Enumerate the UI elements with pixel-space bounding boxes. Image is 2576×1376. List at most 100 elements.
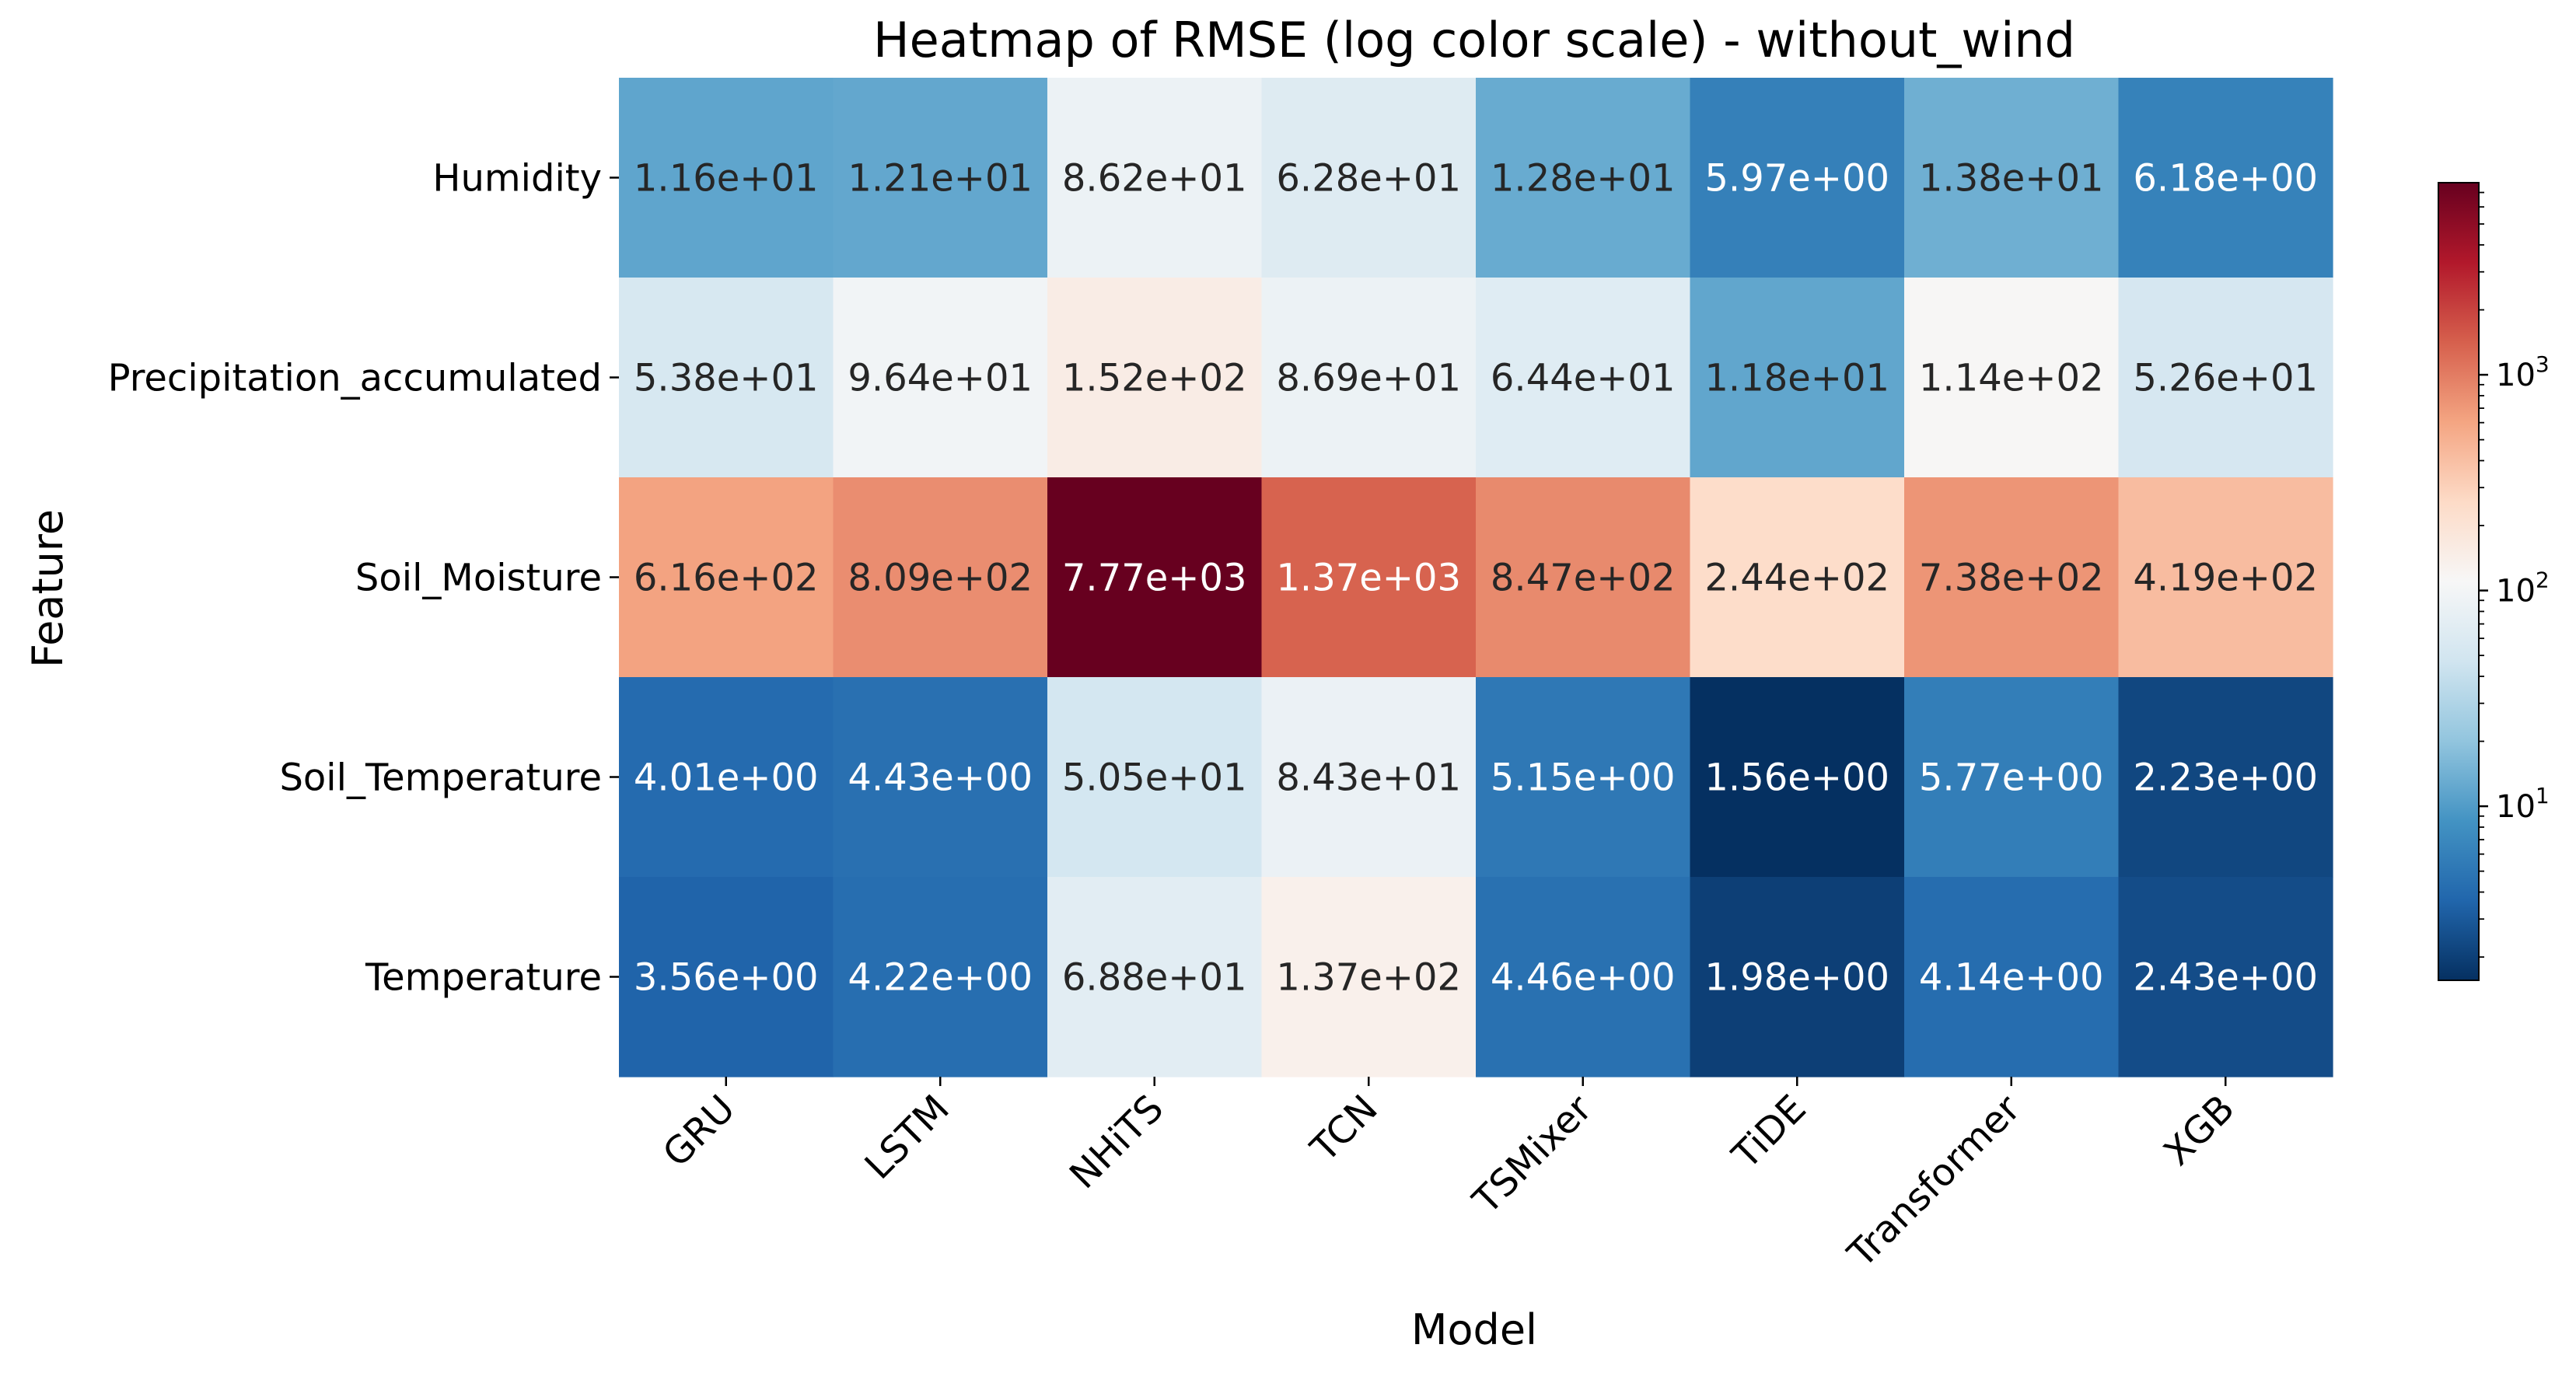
x-axis-label: Model [1411,1305,1537,1354]
colorbar-tick-label: 103 [2496,351,2550,393]
cell-value-label: 4.22e+00 [848,956,1033,1000]
heatmap-cell [2118,877,2333,1077]
y-tick-label: Humidity [432,157,602,201]
x-axis: GRU LSTM NHiTS TCN TSMixer TiDE Transformer XGB [655,1077,2243,1276]
heatmap-cell [1047,877,1263,1077]
heatmap-cell [619,677,834,878]
x-tick-label: TiDE [1724,1087,1815,1178]
cell-value-label: 8.62e+01 [1062,157,1247,201]
heatmap-cell [2118,78,2333,278]
heatmap-cell [1476,877,1691,1077]
x-tick-label: TSMixer [1464,1087,1600,1223]
heatmap-cell [1690,78,1905,278]
cell-value-label: 5.26e+01 [2133,357,2318,400]
cell-value-label: 6.28e+01 [1276,157,1461,201]
colorbar-tick-label: 102 [2496,568,2550,609]
heatmap-cell [619,78,834,278]
heatmap-cell [1904,78,2120,278]
x-tick-label: LSTM [857,1087,958,1188]
heatmap-cell [833,677,1048,878]
cell-value-label: 6.88e+01 [1062,956,1247,1000]
heatmap-cell [833,278,1048,478]
heatmap-cell [2118,477,2333,678]
colorbar-frame [2438,182,2480,981]
heatmap-cell [1690,477,1905,678]
cell-value-label: 1.37e+02 [1276,956,1461,1000]
cell-value-label: 1.37e+03 [1276,557,1461,600]
cell-value-label: 5.97e+00 [1704,157,1889,201]
cell-value-label: 4.14e+00 [1919,956,2104,1000]
heatmap-cell [2118,677,2333,878]
colorbar-tick-label: 101 [2496,783,2550,825]
heatmap-cell [1476,278,1691,478]
heatmap-cell [833,78,1048,278]
heatmap-cell [1476,78,1691,278]
cell-value-label: 1.16e+01 [634,157,819,201]
cell-value-label: 5.15e+00 [1491,756,1676,800]
colorbar-gradient [2438,183,2479,980]
heatmap-cell [1904,278,2120,478]
cell-value-label: 9.64e+01 [848,357,1033,400]
cell-value-label: 2.43e+00 [2133,956,2318,1000]
cell-value-label: 4.01e+00 [634,756,819,800]
cell-value-label: 8.47e+02 [1491,557,1676,600]
cell-value-label: 1.28e+01 [1491,157,1676,201]
x-tick-label: NHiTS [1061,1087,1172,1197]
y-axis-label: Feature [23,509,72,668]
cell-value-label: 4.19e+02 [2133,557,2318,600]
y-tick-label: Precipitation_accumulated [108,357,602,400]
cell-value-label: 4.46e+00 [1491,956,1676,1000]
cell-value-label: 1.98e+00 [1704,956,1889,1000]
y-tick-label: Soil_Moisture [355,557,602,600]
heatmap-cell [1904,477,2120,678]
heatmap-cell [1261,677,1477,878]
x-tick-label: Transformer [1839,1087,2029,1276]
cell-value-label: 1.56e+00 [1704,756,1889,800]
x-tick-label: GRU [655,1087,743,1175]
heatmap-cell [1047,78,1263,278]
x-tick-label: TCN [1302,1087,1386,1171]
y-axis: Humidity Precipitation_accumulated Soil_Mo… [108,157,619,1000]
heatmap-cell [1047,278,1263,478]
heatmap-cell [1261,877,1477,1077]
heatmap-cell [1904,677,2120,878]
heatmap-cell [1261,477,1477,678]
cell-value-label: 4.43e+00 [848,756,1033,800]
chart-title: Heatmap of RMSE (log color scale) - with… [873,12,2075,68]
cell-value-label: 7.77e+03 [1062,557,1247,600]
cell-value-label: 7.38e+02 [1919,557,2104,600]
cell-value-label: 1.18e+01 [1704,357,1889,400]
cell-value-label: 2.23e+00 [2133,756,2318,800]
heatmap-cell [619,278,834,478]
colorbar: 101 102 103 [2438,182,2550,981]
heatmap-cell [833,477,1048,678]
cell-value-label: 6.16e+02 [634,557,819,600]
cell-value-label: 2.44e+02 [1704,557,1889,600]
y-tick-label: Soil_Temperature [279,756,602,800]
cell-value-label: 8.69e+01 [1276,357,1461,400]
cell-value-label: 8.43e+01 [1276,756,1461,800]
x-tick-label: XGB [2155,1087,2242,1174]
heatmap-cell [1047,477,1263,678]
y-tick-label: Temperature [365,956,602,1000]
heatmap-cell [1690,677,1905,878]
cell-value-label: 5.38e+01 [634,357,819,400]
heatmap-cell [2118,278,2333,478]
heatmap-cell [1690,877,1905,1077]
heatmap-cell [1261,78,1477,278]
heatmap-cell [1476,677,1691,878]
heatmap-cells [619,78,2333,1077]
heatmap-cell [619,877,834,1077]
cell-value-label: 1.21e+01 [848,157,1033,201]
cell-value-label: 1.38e+01 [1919,157,2104,201]
cell-value-label: 3.56e+00 [634,956,819,1000]
heatmap-cell [1261,278,1477,478]
cell-annotations: 1.16e+01 1.21e+01 8.62e+01 6.28e+01 1.28e+01… [634,157,2318,1000]
cell-value-label: 1.52e+02 [1062,357,1247,400]
heatmap-cell [1047,677,1263,878]
cell-value-label: 1.14e+02 [1919,357,2104,400]
heatmap-cell [1476,477,1691,678]
cell-value-label: 5.05e+01 [1062,756,1247,800]
heatmap-cell [1690,278,1905,478]
